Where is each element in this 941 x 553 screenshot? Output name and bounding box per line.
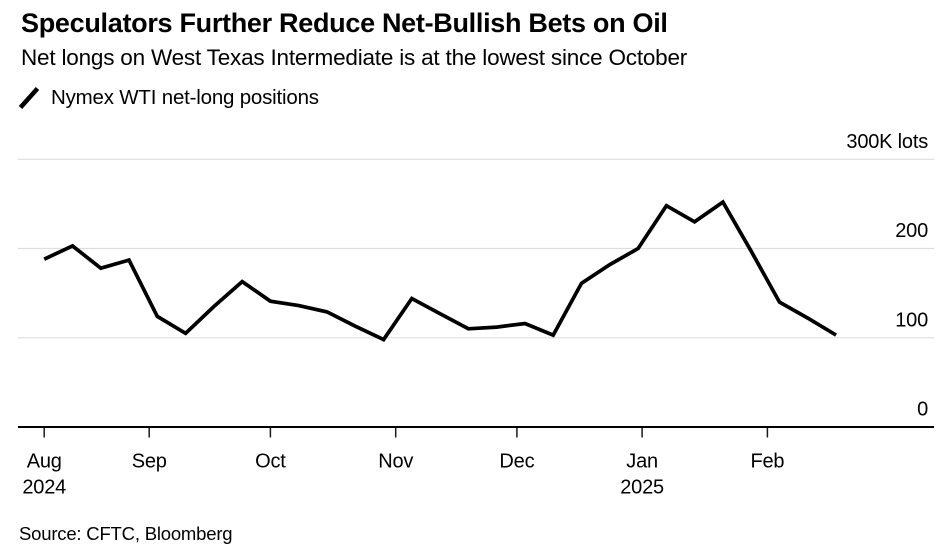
source-note: Source: CFTC, Bloomberg [19,523,233,544]
x-axis-year-label: 2025 [620,477,664,499]
legend: Nymex WTI net-long positions [18,85,319,111]
y-axis-labels: 300K lots 200 100 0 [846,131,928,421]
legend-label: Nymex WTI net-long positions [51,86,319,109]
x-axis-month-label: Jan [626,451,658,473]
x-axis-month-label: Sep [132,451,167,473]
y-axis-tick-label: 0 [917,399,928,421]
x-axis-month-label: Dec [499,451,534,473]
x-axis-month-label: Feb [750,451,784,473]
y-axis-tick-label: 200 [895,220,928,242]
x-axis-month-label: Aug [27,451,62,473]
x-axis-labels: Aug Sep Oct Nov Dec Jan Feb 2024 2025 [22,451,784,499]
x-axis-month-label: Nov [378,451,413,473]
chart-subtitle: Net longs on West Texas Intermediate is … [21,45,688,70]
chart-title: Speculators Further Reduce Net-Bullish B… [21,8,668,38]
x-axis-ticks [43,428,769,438]
x-axis-month-label: Oct [255,451,286,473]
line-series-icon [18,86,40,110]
y-axis-unit-label: 300K lots [846,131,928,153]
x-axis-year-label: 2024 [22,477,66,499]
wti-net-long-series-line [43,199,837,342]
y-axis-tick-label: 100 [895,309,928,331]
gridlines [18,158,934,428]
